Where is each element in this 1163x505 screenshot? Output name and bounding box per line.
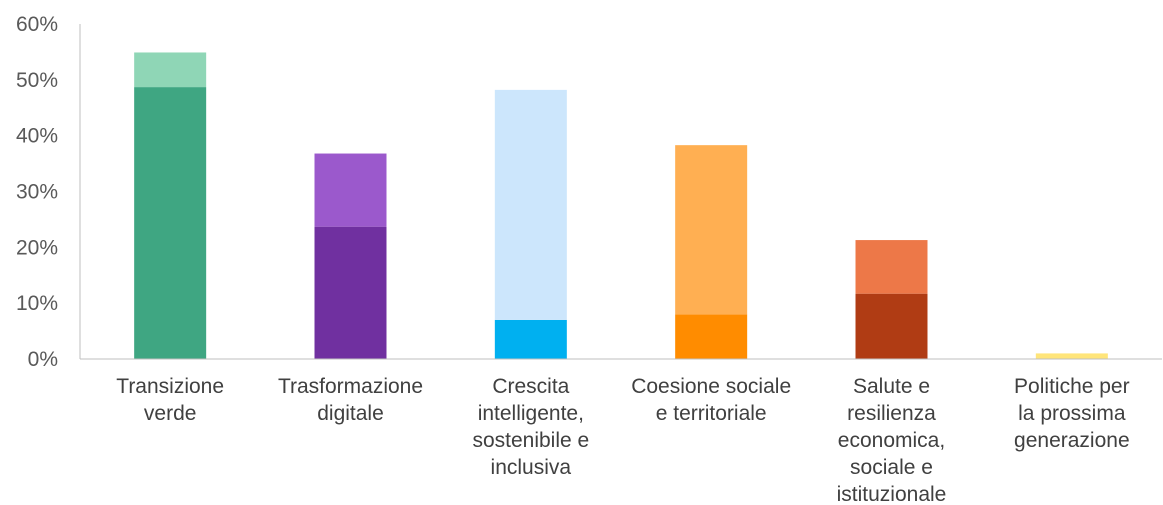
bar-segment-base [494,319,567,359]
bar-segment-base [314,226,387,359]
x-category-label-line: sostenibile e [472,429,589,452]
x-category-label: Trasformazione digitale [278,375,423,425]
bar-segment-base [134,87,207,359]
bar-segment-top [855,240,928,294]
x-category-label-line: Salute e [853,375,930,398]
x-category-label-line: e territoriale [656,402,767,425]
y-tick-label: 20% [16,236,58,259]
x-category-label-line: resilienza [847,402,936,425]
bar-segment-base [855,293,928,359]
x-category-label-line: istituzionale [837,483,947,505]
y-tick-label: 30% [16,181,58,204]
bar-segment-top [134,52,207,88]
x-category-label: Salute e resilienza economica, sociale e ist… [837,375,947,505]
y-tick-label: 40% [16,125,58,148]
x-category-label-line: Trasformazione [278,375,423,398]
bar-segment-base [675,314,748,359]
x-category-label-line: sociale e [850,456,933,479]
y-tick-label: 60% [16,13,58,36]
x-category-label: Politiche per la prossima generazione [1014,375,1130,452]
x-axis-category-labels: Transizione verde Trasformazione digitale Cr… [116,375,1129,505]
x-category-label: Transizione verde [116,375,224,425]
y-axis-tick-labels: 0% 10% 20% 30% 40% 50% 60% [16,13,58,371]
y-tick-label: 0% [28,348,58,371]
x-category-label-line: inclusiva [491,456,572,479]
y-tick-label: 10% [16,292,58,315]
y-tick-label: 50% [16,69,58,92]
bar-segment-top [494,89,567,320]
x-category-label-line: generazione [1014,429,1130,452]
bar-segment-base [1035,353,1108,359]
x-category-label-line: economica, [838,429,945,452]
x-category-label-line: Coesione sociale [631,375,791,398]
bars [134,52,1108,359]
x-category-label-line: digitale [317,402,384,425]
x-category-label-line: intelligente, [478,402,584,425]
bar-segment-top [314,153,387,227]
x-category-label-line: la prossima [1018,402,1126,425]
x-category-label: Coesione sociale e territoriale [631,375,791,425]
bar-segment-top [675,145,748,315]
x-category-label-line: verde [144,402,197,425]
x-category-label: Crescita intelligente, sostenibile e inclus… [472,375,589,479]
x-category-label-line: Politiche per [1014,375,1130,398]
x-category-label-line: Crescita [492,375,569,398]
x-category-label-line: Transizione [116,375,224,398]
